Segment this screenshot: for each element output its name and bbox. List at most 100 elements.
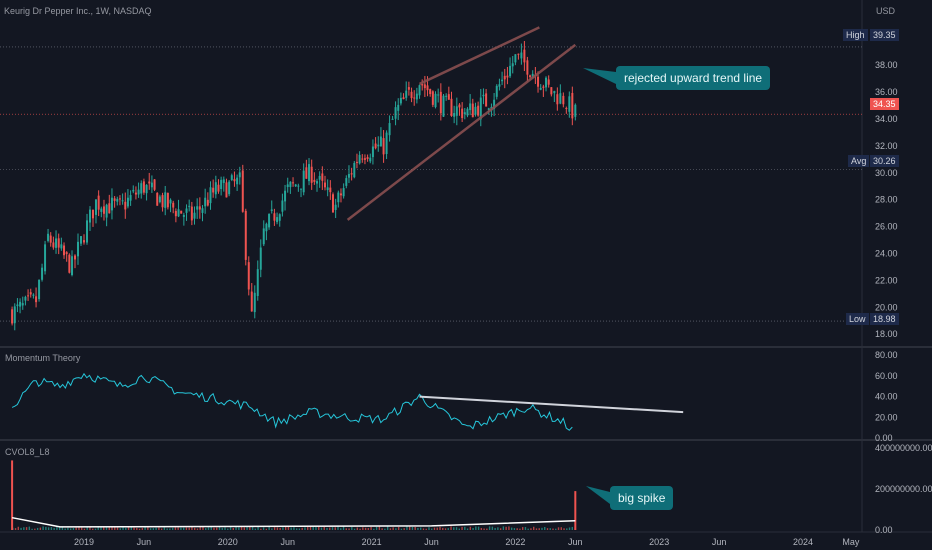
volume-bar [439,526,441,530]
volume-bar [227,528,229,530]
volume-bar [428,527,430,530]
candle-body [289,181,292,188]
candle-body [268,213,271,228]
candle-body [121,200,124,202]
candle-body [52,242,55,248]
candle-body [493,99,496,109]
candle-body [350,173,353,175]
volume-bar [169,528,171,530]
volume-bar [279,527,281,530]
candle-body [553,91,556,94]
candle-body [166,192,169,208]
candle-body [374,143,377,149]
volume-bar [420,527,422,530]
volume-bar [431,528,433,530]
candle-body [571,92,574,119]
volume-bar [31,528,33,530]
price-tick-label: 20.00 [875,302,898,312]
volume-bar [260,528,262,530]
volume-bar [133,527,135,530]
volume-bar [210,526,212,530]
volume-tick-label: 200000000.00 [875,484,932,494]
volume-bar [566,528,568,530]
volume-bar [246,526,248,530]
current-price-tag: 34.35 [870,98,899,110]
candle-body [547,79,550,85]
spike-callout-pointer [586,486,610,504]
candle-body [466,108,469,116]
time-axis-label: 2021 [362,537,382,547]
volume-bar [166,528,168,530]
candle-body [161,195,164,208]
candle-body [91,209,94,219]
volume-bar [50,527,53,530]
volume-bar [17,526,20,530]
volume-bar [425,528,427,530]
volume-bar [188,527,190,530]
volume-bar [290,527,292,530]
volume-bar [271,528,273,530]
candle-body [402,97,405,100]
candle-body [559,93,562,104]
candle-body [517,53,520,55]
volume-bar [453,527,455,530]
candle-body [514,54,517,63]
candle-body [310,166,313,183]
volume-bar [111,526,113,530]
candle-body [118,198,121,200]
time-axis-label: 2019 [74,537,94,547]
volume-bar [508,526,510,530]
candle-body [358,154,361,164]
volume-bar [560,527,562,530]
time-axis-label: Jun [280,537,295,547]
volume-bar [14,528,17,530]
candle-body [110,197,113,211]
candle-body [323,182,326,188]
volume-bar [97,526,99,530]
volume-bar [108,526,110,530]
momentum-tick-label: 80.00 [875,350,898,360]
volume-bar [205,528,207,530]
candle-body [113,198,116,201]
volume-bar [408,526,411,530]
volume-bar [72,527,75,530]
time-axis-label: 2020 [218,537,238,547]
volume-bar [342,526,345,530]
candle-body [469,103,472,111]
volume-bar [389,528,392,530]
trend-line [346,43,577,221]
time-axis-label: Jun [568,537,583,547]
volume-spike-bar [11,460,14,530]
volume-bar [293,527,295,530]
candle-body [284,190,287,202]
volume-bar [276,527,279,530]
candle-body [142,181,145,193]
volume-bar [196,528,199,530]
volume-bar [329,527,331,530]
volume-bar [125,527,127,530]
candle-body [503,75,506,80]
momentum-tick-label: 60.00 [875,371,898,381]
candle-body [214,182,217,195]
candle-body [379,136,382,147]
candle-body [230,175,233,180]
candle-body [278,214,281,221]
volume-bar [268,526,270,530]
volume-bar [367,528,370,530]
candle-body [523,49,526,63]
volume-bar [312,526,314,530]
candle-body [247,262,250,290]
volume-bar [257,526,259,530]
volume-bar [240,526,243,530]
candle-body [477,105,480,116]
volume-bar [36,527,39,530]
candle-body [241,170,244,212]
candle-body [286,184,289,187]
volume-bar [359,528,361,530]
candle-body [259,247,262,270]
candle-body [385,132,388,155]
candle-body [355,161,358,163]
volume-bar [334,527,336,530]
volume-bar [25,527,28,530]
avg-value: 30.26 [870,155,899,167]
